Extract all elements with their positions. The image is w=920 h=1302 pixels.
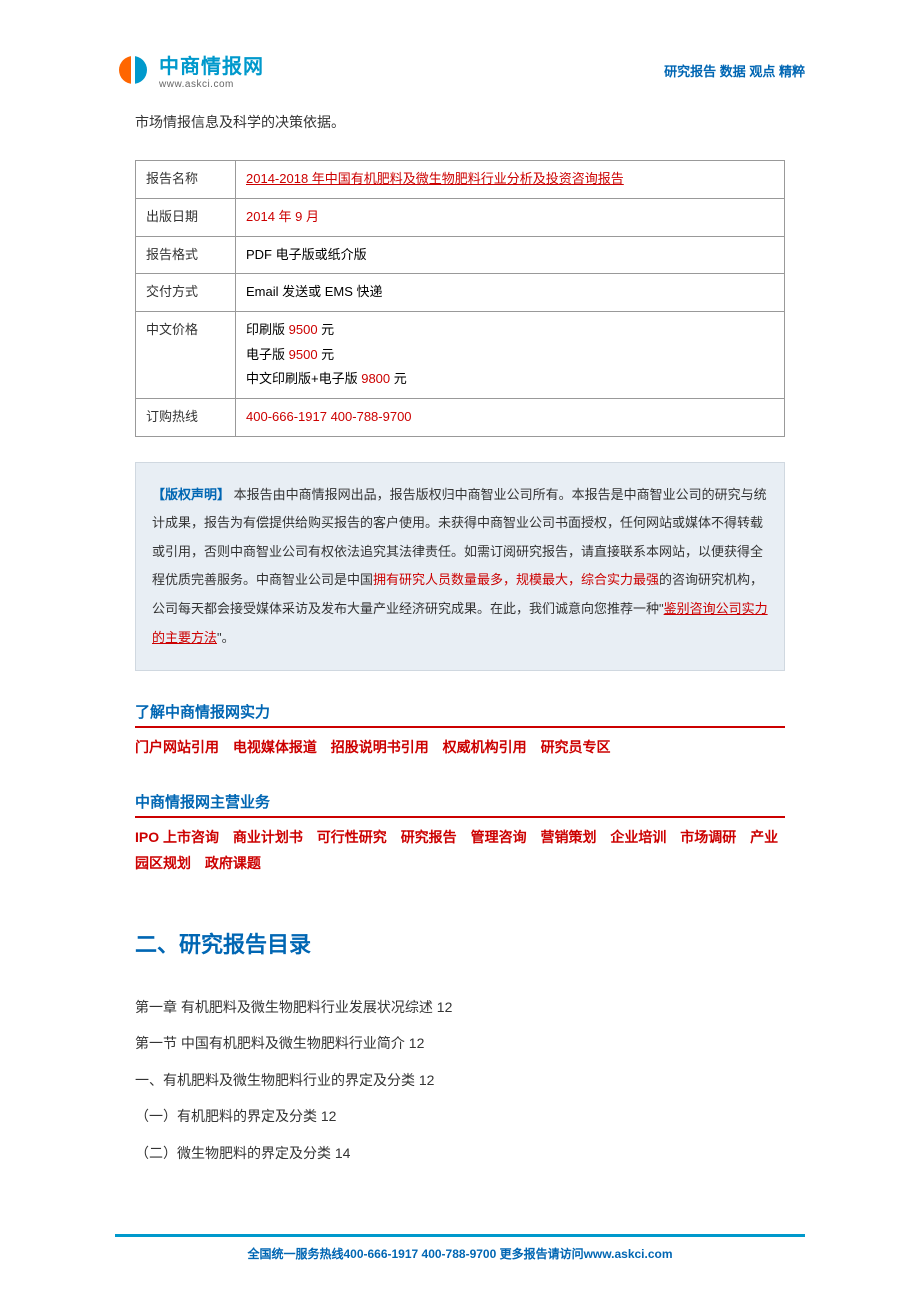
link-feasibility[interactable]: 可行性研究 bbox=[317, 829, 387, 845]
logo: 中商情报网 www.askci.com bbox=[115, 50, 264, 90]
publish-date-value: 2014 年 9 月 bbox=[246, 209, 319, 224]
page-header: 中商情报网 www.askci.com 研究报告 数据 观点 精粹 bbox=[0, 0, 920, 100]
table-row: 出版日期 2014 年 9 月 bbox=[136, 198, 785, 236]
link-bizplan[interactable]: 商业计划书 bbox=[233, 829, 303, 845]
table-row: 中文价格 印刷版 9500 元 电子版 9500 元 中文印刷版+电子版 980… bbox=[136, 311, 785, 398]
price-cell: 印刷版 9500 元 电子版 9500 元 中文印刷版+电子版 9800 元 bbox=[236, 311, 785, 398]
link-report[interactable]: 研究报告 bbox=[401, 829, 457, 845]
publish-date-label: 出版日期 bbox=[136, 198, 236, 236]
logo-cn-text: 中商情报网 bbox=[159, 50, 264, 79]
section-title-strength: 了解中商情报网实力 bbox=[135, 701, 785, 728]
toc-item: 一、有机肥料及微生物肥料行业的界定及分类 12 bbox=[135, 1062, 785, 1098]
link-authority[interactable]: 权威机构引用 bbox=[443, 739, 527, 755]
link-research[interactable]: 市场调研 bbox=[680, 829, 736, 845]
toc-item: （二）微生物肥料的界定及分类 14 bbox=[135, 1135, 785, 1171]
report-name-link[interactable]: 2014-2018 年中国有机肥料及微生物肥料行业分析及投资咨询报告 bbox=[246, 171, 624, 186]
delivery-value: Email 发送或 EMS 快递 bbox=[236, 274, 785, 312]
hotline-label: 订购热线 bbox=[136, 399, 236, 437]
hotline-value: 400-666-1917 400-788-9700 bbox=[246, 409, 412, 424]
delivery-label: 交付方式 bbox=[136, 274, 236, 312]
table-row: 报告格式 PDF 电子版或纸介版 bbox=[136, 236, 785, 274]
toc-heading: 二、研究报告目录 bbox=[135, 927, 785, 959]
table-row: 报告名称 2014-2018 年中国有机肥料及微生物肥料行业分析及投资咨询报告 bbox=[136, 161, 785, 199]
main-content: 市场情报信息及科学的决策依据。 报告名称 2014-2018 年中国有机肥料及微… bbox=[0, 100, 920, 1191]
link-tv[interactable]: 电视媒体报道 bbox=[233, 739, 317, 755]
link-ipo[interactable]: IPO 上市咨询 bbox=[135, 829, 219, 845]
report-info-table: 报告名称 2014-2018 年中国有机肥料及微生物肥料行业分析及投资咨询报告 … bbox=[135, 160, 785, 437]
toc-item: （一）有机肥料的界定及分类 12 bbox=[135, 1098, 785, 1134]
link-portal[interactable]: 门户网站引用 bbox=[135, 739, 219, 755]
copyright-title: 【版权声明】 bbox=[152, 487, 230, 502]
link-prospectus[interactable]: 招股说明书引用 bbox=[331, 739, 429, 755]
price-label: 中文价格 bbox=[136, 311, 236, 398]
link-training[interactable]: 企业培训 bbox=[610, 829, 666, 845]
format-value: PDF 电子版或纸介版 bbox=[236, 236, 785, 274]
logo-icon bbox=[115, 52, 151, 88]
logo-text: 中商情报网 www.askci.com bbox=[159, 50, 264, 90]
report-name-label: 报告名称 bbox=[136, 161, 236, 199]
header-tagline: 研究报告 数据 观点 精粹 bbox=[664, 61, 805, 80]
logo-en-text: www.askci.com bbox=[159, 79, 264, 90]
link-marketing[interactable]: 营销策划 bbox=[540, 829, 596, 845]
table-row: 订购热线 400-666-1917 400-788-9700 bbox=[136, 399, 785, 437]
toc-item: 第一章 有机肥料及微生物肥料行业发展状况综述 12 bbox=[135, 989, 785, 1025]
intro-paragraph: 市场情报信息及科学的决策依据。 bbox=[135, 110, 785, 135]
link-management[interactable]: 管理咨询 bbox=[471, 829, 527, 845]
page-footer: 全国统一服务热线400-666-1917 400-788-9700 更多报告请访… bbox=[115, 1234, 805, 1262]
strength-links: 门户网站引用 电视媒体报道 招股说明书引用 权威机构引用 研究员专区 bbox=[135, 734, 785, 761]
format-label: 报告格式 bbox=[136, 236, 236, 274]
toc-item: 第一节 中国有机肥料及微生物肥料行业简介 12 bbox=[135, 1025, 785, 1061]
business-links: IPO 上市咨询 商业计划书 可行性研究 研究报告 管理咨询 营销策划 企业培训… bbox=[135, 824, 785, 877]
link-gov[interactable]: 政府课题 bbox=[205, 855, 261, 871]
copyright-highlight-1: 拥有研究人员数量最多，规模最大，综合实力最强 bbox=[373, 572, 659, 587]
link-researcher[interactable]: 研究员专区 bbox=[541, 739, 611, 755]
copyright-notice: 【版权声明】 本报告由中商情报网出品，报告版权归中商智业公司所有。本报告是中商智… bbox=[135, 462, 785, 672]
table-row: 交付方式 Email 发送或 EMS 快递 bbox=[136, 274, 785, 312]
section-title-business: 中商情报网主营业务 bbox=[135, 791, 785, 818]
